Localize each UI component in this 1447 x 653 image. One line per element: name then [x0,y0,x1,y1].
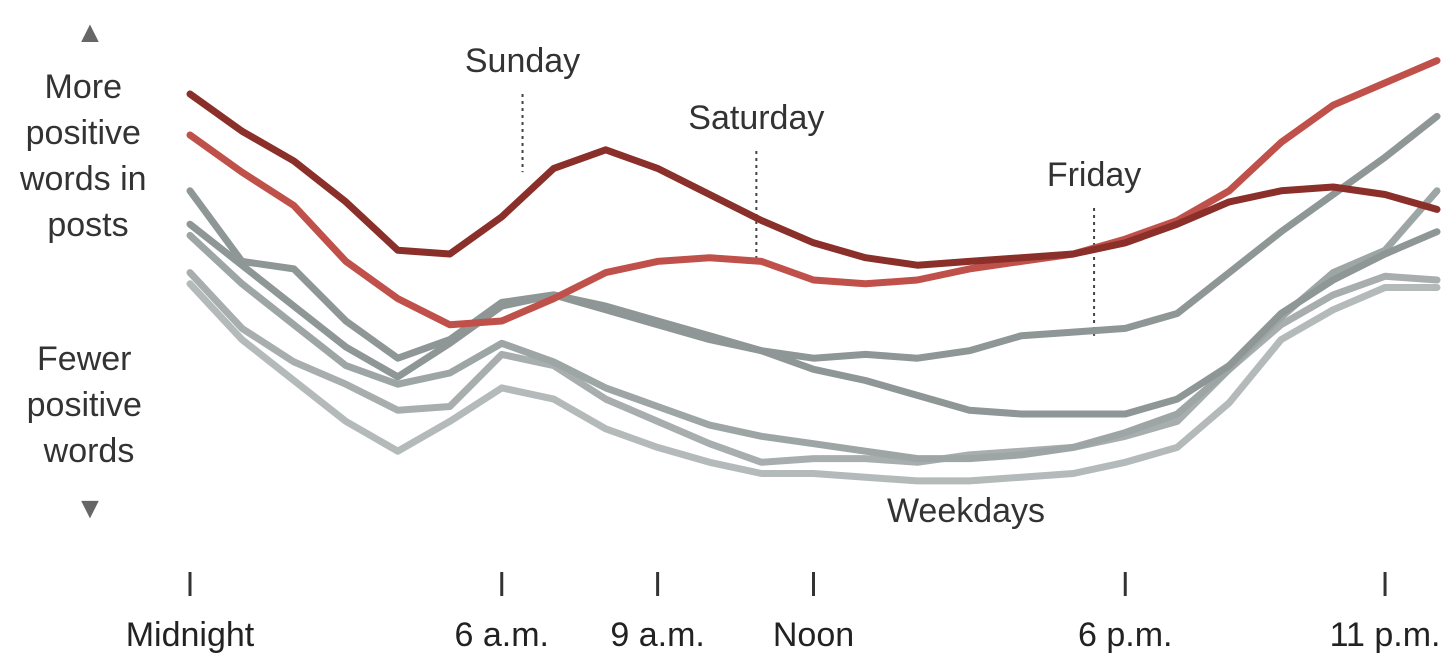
y-axis-top-label-line: More [45,68,122,106]
y-axis-bottom-label-line: Fewer [37,340,131,378]
y-axis-top-label: More positive words in posts [19,68,156,244]
annotation-label-friday: Friday [1047,156,1141,194]
series-line-friday [186,112,1441,362]
x-axis: Midnight 6 a.m. 9 a.m. Noon 6 p.m. 11 p.m. [126,572,1441,653]
x-tick-label: 9 a.m. [610,616,704,653]
up-arrow-icon: ▲ [75,16,105,49]
y-axis-bottom-label-line: positive [27,386,142,424]
series-line-saturday [186,57,1441,329]
series-line [186,280,1441,485]
y-axis-bottom-label-line: words [43,432,135,470]
y-axis-key: ▲ More positive words in posts Fewer pos… [19,16,156,525]
y-axis-top-label-line: positive [26,114,141,152]
series-line [186,220,1441,418]
annotation-leaders [521,94,1096,336]
annotation-labels: Sunday Saturday Friday Weekdays [465,42,1141,530]
y-axis-bottom-label: Fewer positive words [27,340,152,470]
down-arrow-icon: ▼ [75,492,105,525]
x-tick-label: 6 a.m. [455,616,549,653]
annotation-label-weekdays: Weekdays [887,492,1045,530]
y-axis-top-label-line: words in [19,160,147,198]
series-line-sunday [186,90,1441,269]
series-lines [186,57,1441,485]
x-tick-label: 6 p.m. [1078,616,1172,653]
annotation-label-sunday: Sunday [465,42,580,80]
annotation-label-saturday: Saturday [688,99,824,137]
x-tick-label: Midnight [126,616,255,653]
x-tick-label: 11 p.m. [1330,616,1441,653]
x-tick-label: Noon [773,616,854,653]
y-axis-top-label-line: posts [47,206,128,244]
